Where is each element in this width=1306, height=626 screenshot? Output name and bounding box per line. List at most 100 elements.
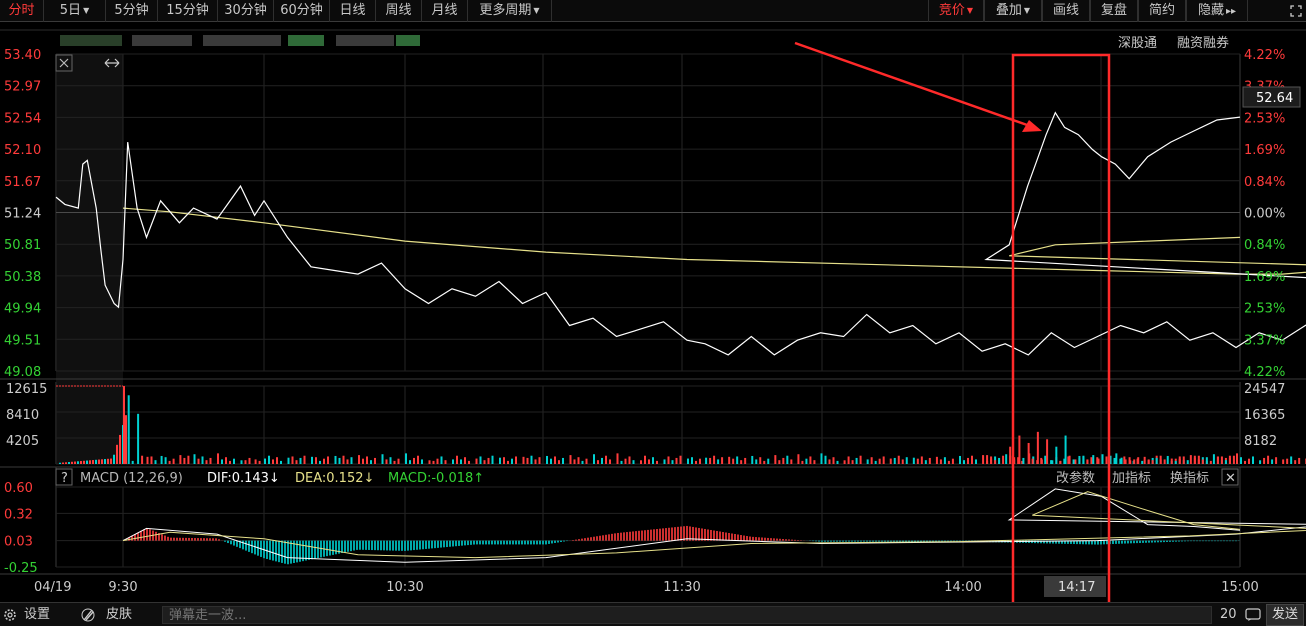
help-icon[interactable] [55, 468, 73, 486]
volume-bar [866, 459, 869, 464]
volume-bar [187, 455, 190, 464]
volume-bar [193, 454, 196, 464]
tick-label: 51.67 [4, 175, 41, 190]
horizontal-resize-icon[interactable] [104, 58, 120, 68]
macd-close-glyph: ✕ [1225, 471, 1236, 486]
tool-tab-2[interactable]: 画线 [1042, 0, 1090, 22]
tool-tab-1[interactable]: 叠加 ▼ [984, 0, 1042, 22]
volume-bar [366, 456, 368, 464]
volume-bar [1193, 457, 1196, 464]
volume-bar [104, 459, 106, 464]
current-price-value: 52.64 [1256, 91, 1293, 106]
tab-label: 周线 [385, 3, 412, 18]
volume-bar [656, 460, 658, 464]
volume-bar [1082, 456, 1085, 464]
volume-bar [95, 459, 97, 464]
volume-bar [421, 459, 423, 464]
margin-trading-link[interactable]: 融资融券 [1177, 36, 1230, 51]
volume-bar [65, 462, 67, 464]
macd-histogram [125, 525, 1240, 565]
volume-bar [107, 458, 109, 464]
volume-bar [113, 454, 115, 464]
volume-bar [409, 460, 411, 464]
tab-4[interactable]: 30分钟 [218, 0, 274, 22]
volume-bar [620, 460, 623, 464]
volume-bar [851, 460, 854, 464]
volume-bar [397, 458, 400, 464]
volume-bar [550, 458, 552, 464]
volume-bar [1005, 454, 1008, 464]
volume-bar [1228, 457, 1231, 464]
hide-arrow-icon: ▸▸ [1225, 6, 1237, 17]
danmu-input[interactable] [162, 606, 1212, 624]
volume-bar [346, 459, 349, 464]
skin-palette-icon[interactable] [80, 607, 96, 623]
fullscreen-icon[interactable] [1288, 3, 1304, 19]
volume-bar [1051, 460, 1054, 464]
volume-bar [874, 460, 877, 464]
tick-label: 0.03 [4, 535, 33, 550]
tab-2[interactable]: 5分钟 [106, 0, 158, 22]
tab-3[interactable]: 15分钟 [158, 0, 218, 22]
percent-axis-right: 4.22% 3.37% 2.53% 1.69% 0.84% 0.00% 0.84% 1.69%… [1244, 48, 1285, 380]
volume-bar [1002, 455, 1005, 464]
close-icon[interactable] [55, 54, 73, 72]
shenguton-link[interactable]: 深股通 [1118, 36, 1158, 51]
tab-label: 5分钟 [114, 3, 149, 18]
tab-9[interactable]: 更多周期 ▼ [468, 0, 552, 22]
volume-bar [385, 459, 388, 464]
volume-bar [1151, 460, 1154, 464]
macd-close-icon[interactable] [1221, 468, 1239, 486]
tool-tab-3[interactable]: 复盘 [1090, 0, 1138, 22]
volume-bar [1182, 456, 1185, 464]
volume-bar [558, 460, 560, 464]
tab-5[interactable]: 60分钟 [274, 0, 330, 22]
volume-bar [759, 457, 762, 464]
volume-bar [605, 455, 607, 464]
volume-bar [1298, 457, 1301, 464]
volume-bar [928, 457, 931, 464]
volume-bar [183, 457, 186, 464]
average-price-line [122, 207, 1306, 275]
edit-params-button[interactable]: 改参数 [1056, 470, 1095, 486]
volume-bar [1216, 456, 1219, 464]
volume-bar [1143, 456, 1146, 464]
tool-tab-4[interactable]: 简约 [1138, 0, 1186, 22]
tool-tab-5[interactable]: 隐藏 ▸▸ [1186, 0, 1248, 22]
volume-bar [963, 460, 965, 464]
volume-bar [1120, 457, 1123, 464]
settings-gear-icon[interactable] [2, 607, 18, 623]
volume-bar [405, 453, 407, 464]
date-label: 04/19 [34, 580, 71, 595]
volume-bar [323, 458, 325, 464]
add-indicator-button[interactable]: 加指标 [1112, 471, 1151, 486]
tool-tab-0[interactable]: 竞价 ▼ [928, 0, 984, 22]
tab-1[interactable]: 5日 ▼ [44, 0, 106, 22]
volume-bar [201, 456, 204, 464]
volume-bar [209, 457, 212, 464]
tab-7[interactable]: 周线 [376, 0, 422, 22]
tab-8[interactable]: 月线 [422, 0, 468, 22]
volume-bars [56, 385, 1306, 464]
switch-indicator-button[interactable]: 换指标 [1170, 471, 1209, 486]
macd-dif-line [122, 488, 1306, 563]
volume-bar [1113, 457, 1116, 464]
volume-bar [530, 455, 533, 464]
volume-bar [338, 457, 341, 464]
volume-bar [1064, 435, 1067, 464]
skin-button[interactable]: 皮肤 [106, 607, 133, 622]
cursor-time-label: 14:17 [1044, 576, 1106, 597]
volume-bar [240, 460, 243, 464]
tab-0[interactable]: 分时 [0, 0, 44, 22]
volume-bar [131, 460, 134, 464]
volume-bar [585, 458, 588, 464]
volume-bar [652, 457, 654, 464]
volume-bar [1147, 459, 1150, 464]
settings-button[interactable]: 设置 [24, 607, 51, 622]
volume-bar [1101, 454, 1104, 464]
volume-bar [1197, 455, 1200, 464]
danmu-toggle-icon[interactable] [1244, 607, 1262, 623]
volume-bar [432, 460, 435, 464]
tab-6[interactable]: 日线 [330, 0, 376, 22]
send-button[interactable]: 发送 [1266, 604, 1304, 626]
